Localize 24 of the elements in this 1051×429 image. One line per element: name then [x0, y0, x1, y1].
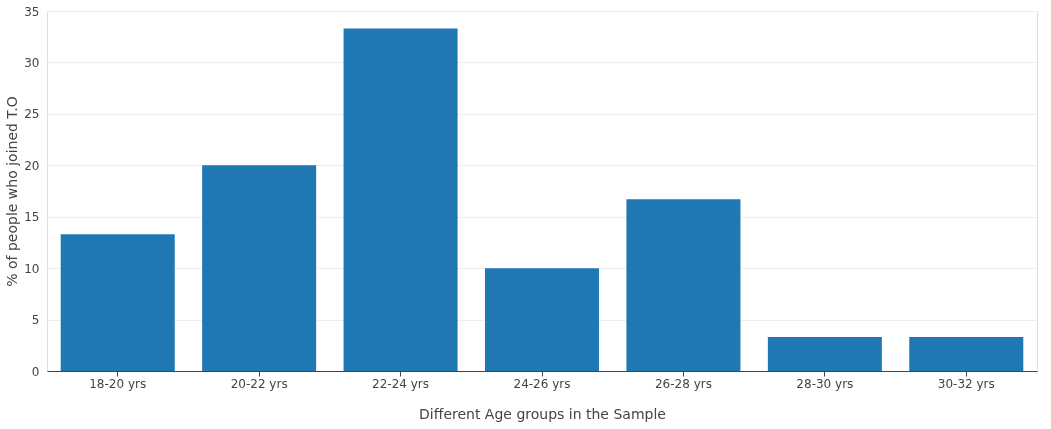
y-tick-label: 35	[24, 4, 40, 19]
x-tick-label: 26-28 yrs	[654, 376, 712, 391]
x-tick-label: 20-22 yrs	[230, 376, 288, 391]
x-tick-label: 18-20 yrs	[89, 376, 147, 391]
y-tick-label: 5	[31, 313, 40, 328]
x-tick-label: 28-30 yrs	[796, 376, 854, 391]
y-tick-label: 20	[24, 158, 40, 173]
x-tick-label: 30-32 yrs	[937, 376, 995, 391]
y-tick-label: 10	[24, 261, 40, 276]
y-tick-label: 0	[31, 364, 40, 379]
bar	[767, 337, 882, 371]
bar	[343, 28, 458, 371]
y-axis-title: % of people who joined T.O	[4, 96, 21, 287]
x-tick-label: 24-26 yrs	[513, 376, 571, 391]
bar	[485, 268, 599, 371]
x-axis-title: Different Age groups in the Sample	[419, 405, 666, 422]
bar	[626, 199, 741, 371]
bar	[909, 337, 1024, 371]
bar	[202, 165, 317, 371]
y-tick-label: 30	[24, 55, 40, 70]
y-tick-label: 25	[24, 107, 40, 122]
y-tick-label: 15	[24, 210, 40, 225]
x-tick-label: 22-24 yrs	[372, 376, 430, 391]
bar	[60, 234, 175, 371]
